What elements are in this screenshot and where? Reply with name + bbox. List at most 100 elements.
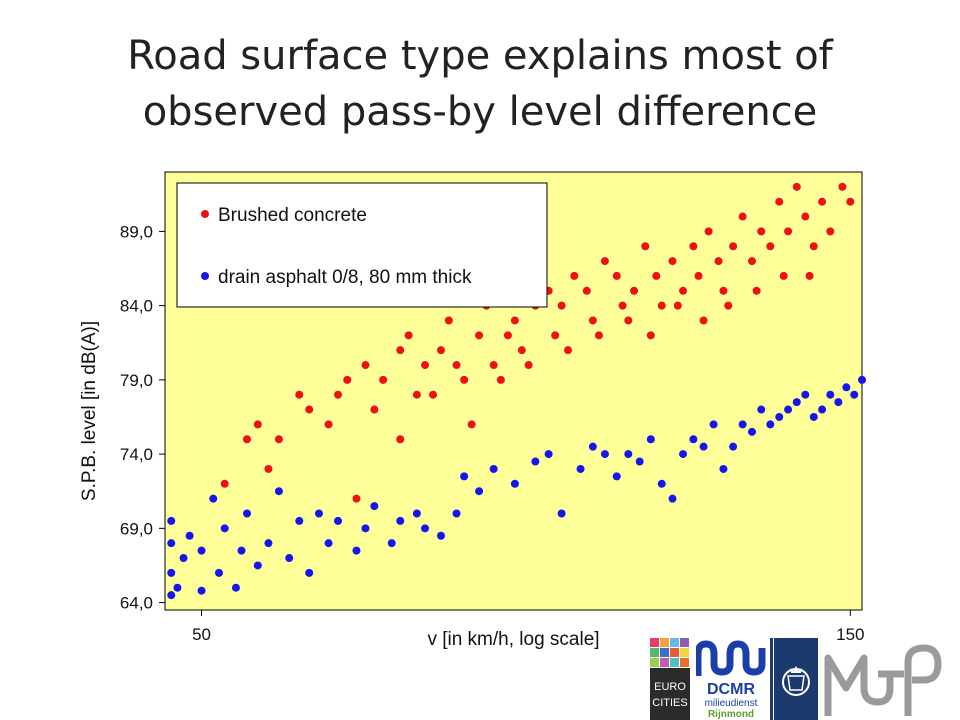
data-point-series-0 — [699, 316, 708, 325]
slide-title-line-2: observed pass-by level difference — [142, 89, 818, 135]
data-point-series-0 — [801, 212, 810, 221]
data-point-series-0 — [564, 346, 573, 355]
data-point-series-1 — [600, 450, 609, 459]
data-point-series-0 — [809, 242, 818, 251]
data-point-series-0 — [668, 257, 677, 266]
data-point-series-0 — [436, 346, 445, 355]
x-axis-label: v [in km/h, log scale] — [427, 629, 599, 650]
data-point-series-1 — [396, 516, 405, 525]
data-point-series-0 — [444, 316, 453, 325]
data-point-series-0 — [412, 390, 421, 399]
data-point-series-1 — [305, 568, 314, 577]
data-point-series-1 — [729, 442, 738, 451]
data-point-series-1 — [612, 472, 621, 481]
data-point-series-0 — [846, 197, 855, 206]
slide-title-line-1: Road surface type explains most of — [127, 33, 833, 79]
data-point-series-0 — [551, 331, 560, 340]
data-point-series-1 — [624, 450, 633, 459]
data-point-series-0 — [324, 420, 333, 429]
legend-marker-series-0 — [201, 210, 209, 218]
data-point-series-0 — [220, 479, 229, 488]
legend-label-series-1: drain asphalt 0/8, 80 mm thick — [218, 267, 472, 288]
data-point-series-0 — [792, 182, 801, 191]
y-tick-label: 79,0 — [120, 371, 153, 390]
data-point-series-0 — [460, 375, 469, 384]
data-point-series-0 — [624, 316, 633, 325]
data-point-series-1 — [214, 568, 223, 577]
logo-strip: EURO CITIES DCMR milieudienst Rijnmond — [650, 638, 960, 720]
data-point-series-1 — [264, 539, 273, 548]
data-point-series-0 — [630, 286, 639, 295]
data-point-series-1 — [167, 591, 176, 600]
data-point-series-1 — [792, 398, 801, 407]
data-point-series-0 — [784, 227, 793, 236]
data-point-series-1 — [738, 420, 747, 429]
data-point-series-1 — [231, 583, 240, 592]
data-point-series-0 — [588, 316, 597, 325]
data-point-series-0 — [641, 242, 650, 251]
data-point-series-1 — [209, 494, 218, 503]
data-point-series-0 — [242, 435, 251, 444]
data-point-series-0 — [475, 331, 484, 340]
legend-label-series-0: Brushed concrete — [218, 205, 367, 226]
data-point-series-0 — [264, 464, 273, 473]
data-point-series-1 — [588, 442, 597, 451]
data-point-series-1 — [436, 531, 445, 540]
data-point-series-1 — [370, 502, 379, 511]
data-point-series-0 — [719, 286, 728, 295]
data-point-series-1 — [179, 554, 188, 563]
data-point-series-1 — [635, 457, 644, 466]
eurocities-logo: EURO CITIES — [650, 638, 690, 720]
data-point-series-1 — [242, 509, 251, 518]
data-point-series-0 — [775, 197, 784, 206]
data-point-series-1 — [858, 375, 866, 384]
data-point-series-1 — [689, 435, 698, 444]
data-point-series-1 — [668, 494, 677, 503]
data-point-series-1 — [167, 568, 176, 577]
data-point-series-1 — [784, 405, 793, 414]
data-point-series-0 — [724, 301, 733, 310]
data-point-series-1 — [295, 516, 304, 525]
data-point-series-1 — [809, 412, 818, 421]
y-tick-label: 84,0 — [120, 297, 153, 316]
data-point-series-1 — [412, 509, 421, 518]
mp-logo — [824, 644, 942, 716]
data-point-series-1 — [544, 450, 553, 459]
data-point-series-1 — [237, 546, 246, 555]
data-point-series-1 — [324, 539, 333, 548]
data-point-series-1 — [361, 524, 370, 533]
dcmr-sub-1: milieudienst — [705, 698, 758, 709]
data-point-series-0 — [657, 301, 666, 310]
y-tick-label: 69,0 — [120, 519, 153, 538]
data-point-series-0 — [805, 271, 814, 280]
rijksoverheid-logo — [770, 638, 818, 720]
data-point-series-0 — [652, 271, 661, 280]
data-point-series-0 — [612, 271, 621, 280]
data-point-series-0 — [748, 257, 757, 266]
data-point-series-1 — [460, 472, 469, 481]
data-point-series-0 — [421, 361, 430, 370]
x-tick-label: 150 — [836, 625, 864, 644]
data-point-series-0 — [404, 331, 413, 340]
data-point-series-1 — [557, 509, 566, 518]
dcmr-logo: DCMR milieudienst Rijnmond — [696, 640, 766, 720]
data-point-series-0 — [779, 271, 788, 280]
data-point-series-1 — [748, 427, 757, 436]
data-point-series-1 — [834, 398, 843, 407]
data-point-series-1 — [709, 420, 718, 429]
data-point-series-0 — [396, 346, 405, 355]
data-point-series-1 — [173, 583, 182, 592]
data-point-series-0 — [594, 331, 603, 340]
data-point-series-0 — [379, 375, 388, 384]
data-point-series-0 — [489, 361, 498, 370]
data-point-series-1 — [766, 420, 775, 429]
data-point-series-0 — [766, 242, 775, 251]
data-point-series-0 — [274, 435, 283, 444]
data-point-series-1 — [387, 539, 396, 548]
data-point-series-1 — [510, 479, 519, 488]
data-point-series-1 — [253, 561, 262, 570]
data-point-series-0 — [752, 286, 761, 295]
data-point-series-0 — [503, 331, 512, 340]
data-point-series-0 — [826, 227, 835, 236]
data-point-series-0 — [570, 271, 579, 280]
